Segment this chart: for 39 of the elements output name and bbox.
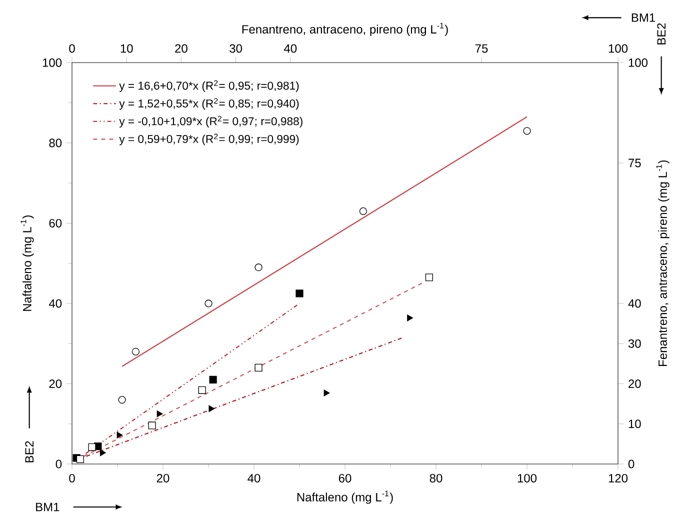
y-tick-label: 0 [56,460,62,468]
x2-tick-label: 20 [175,44,188,53]
text: BM1 [36,502,60,512]
y2-tick-label: 0 [628,460,634,468]
x-tick-label: 120 [608,474,628,482]
y-tick-label: 60 [49,218,62,228]
x-tick-label: 80 [430,474,442,482]
legend-label: y = 1,52+0,55*x (R$^{2}$= 0,85; r=0,940) [119,98,299,110]
text: BE2 [25,441,34,462]
text: BE2 [657,23,666,44]
y2-tick-label: 10 [628,420,641,428]
x2-axis-title: Fenantreno, antraceno, pireno (mg L$^{-1}$) [242,22,448,36]
x-tick-label: 60 [338,474,352,482]
text: BM1 [632,14,656,22]
x2-tick-label: 0 [69,44,75,53]
x-tick-label: 20 [156,474,170,482]
x-tick-label: 0 [69,474,75,482]
y-tick-label: 100 [42,58,62,67]
x2-tick-label: 100 [608,44,628,53]
legend-label: y = -0,10+1,09*x (R$^{2}$= 0,97; r=0,988) [119,116,302,128]
y2-tick-label: 100 [628,58,648,67]
x-tick-label: 100 [518,474,537,482]
x2-tick-label: 40 [284,44,297,53]
y-tick-label: 20 [49,379,62,388]
y2-tick-label: 75 [628,158,641,168]
x-axis-title: Naftaleno (mg L$^{-1}$) [297,490,393,504]
x2-tick-label: 10 [120,44,133,53]
y-tick-label: 40 [48,299,62,308]
legend-label: y = 16,6+0,70*x (R$^{2}$= 0,95; r=0,981) [119,80,299,92]
x2-tick-label: 75 [475,44,488,53]
y2-tick-label: 40 [628,299,641,308]
legend-label: y = 0,59+0,79*x (R$^{2}$= 0,99; r=0,999) [119,134,299,146]
y-axis-title: Naftaleno (mg L$^{-1}$) [20,215,34,311]
x-tick-label: 40 [248,474,260,482]
y-tick-label: 80 [49,138,62,148]
y2-axis-title: Fenantreno, antraceno, pireno (mg L$^{-1}$) [656,160,670,366]
y2-tick-label: 30 [628,339,641,348]
x2-tick-label: 30 [230,44,242,53]
y2-tick-label: 20 [628,379,641,388]
